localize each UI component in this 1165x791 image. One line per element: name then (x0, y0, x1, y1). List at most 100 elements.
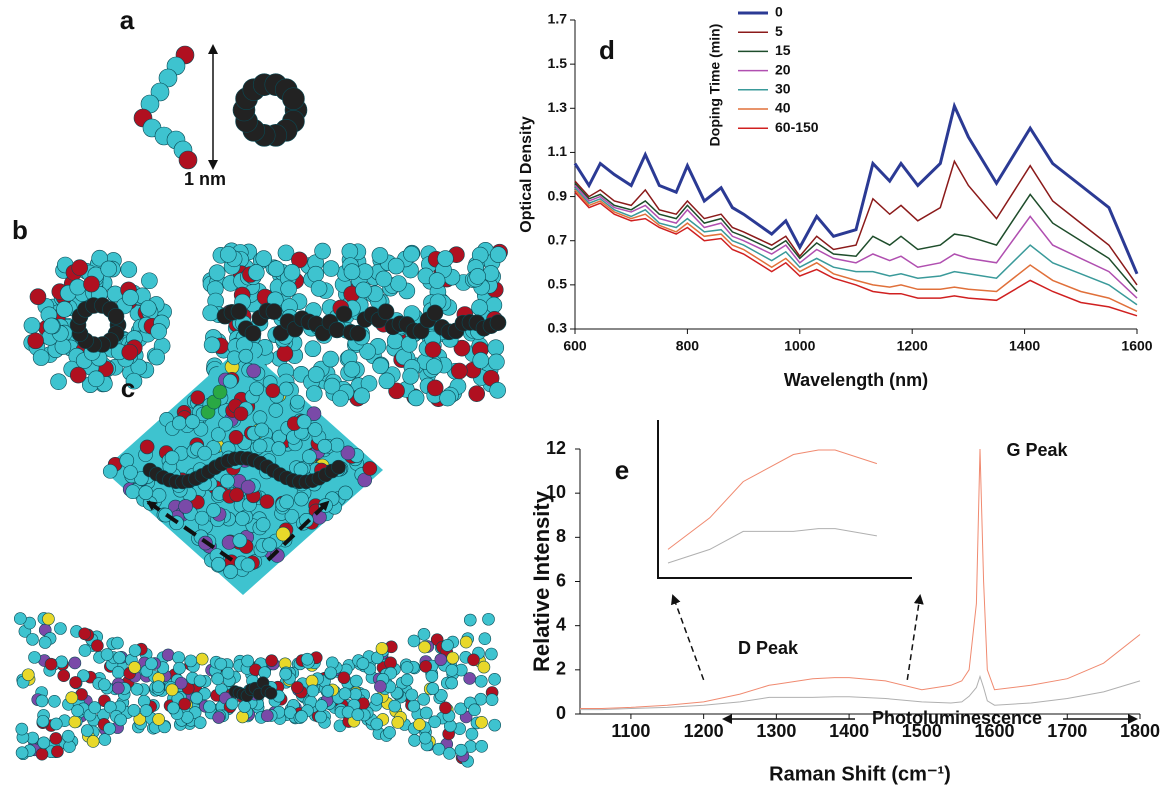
atom (238, 348, 254, 364)
atom (71, 704, 84, 718)
atom (190, 691, 203, 705)
x-tick-label: 1200 (897, 338, 928, 354)
atom (387, 257, 405, 275)
atom (21, 668, 35, 682)
y-tick-label: 10 (546, 482, 566, 502)
atom (103, 722, 116, 735)
inset-line (667, 528, 877, 564)
atom (454, 702, 467, 716)
legend-label: 20 (775, 61, 791, 77)
atom (130, 682, 144, 696)
panel-label: d (599, 35, 615, 65)
atom (212, 384, 228, 400)
atom (338, 485, 353, 501)
atom (465, 727, 479, 741)
atom (57, 669, 71, 683)
atom (418, 640, 431, 654)
atom (324, 666, 338, 680)
atom (424, 341, 442, 358)
atom (463, 672, 476, 685)
atom (195, 652, 209, 666)
atom (69, 278, 87, 296)
atom (68, 656, 82, 670)
atom (343, 361, 361, 378)
atom (407, 634, 421, 648)
atom (282, 87, 305, 111)
atom (184, 654, 198, 668)
atom (279, 667, 292, 681)
atom (139, 439, 155, 455)
atom (371, 247, 389, 264)
atom (23, 317, 41, 334)
atom (112, 666, 125, 679)
atom (145, 657, 158, 671)
atom (254, 422, 270, 438)
atom (475, 716, 488, 729)
atom (261, 709, 274, 723)
atom (35, 747, 49, 761)
atom (425, 358, 443, 375)
atom (485, 693, 499, 706)
atom (86, 735, 100, 748)
atom (211, 557, 226, 572)
atom (283, 264, 301, 281)
atom (102, 464, 118, 479)
atom (375, 270, 393, 288)
atom (138, 485, 154, 500)
atom (428, 715, 442, 729)
x-tick-label: 600 (563, 338, 587, 354)
atom (485, 647, 498, 661)
x-axis-title: Raman Shift (cm⁻¹) (769, 763, 951, 785)
atom (232, 533, 248, 548)
atom (69, 676, 82, 689)
x-tick-label: 1500 (902, 721, 942, 741)
y-axis-title: Relative Intensity (529, 490, 554, 672)
atom (315, 699, 328, 712)
atom (468, 703, 481, 717)
atom (301, 652, 314, 666)
atom (400, 661, 414, 674)
annotation: D Peak (738, 638, 799, 658)
atom (120, 261, 138, 278)
atom (425, 669, 439, 683)
y-axis-title: Optical Density (518, 116, 535, 233)
atom (190, 390, 206, 405)
atom (128, 644, 142, 657)
data-line (580, 674, 1141, 711)
atom (164, 450, 180, 466)
atom (463, 613, 477, 627)
atom (249, 381, 264, 397)
y-tick-label: 1.5 (548, 55, 568, 71)
atom (437, 250, 454, 267)
atom (61, 729, 75, 743)
atom (302, 449, 317, 464)
atom (26, 633, 39, 646)
atom (265, 383, 281, 399)
atom (193, 716, 207, 729)
atom (489, 246, 507, 263)
atom (173, 661, 186, 675)
atom (338, 687, 352, 701)
atom (125, 484, 141, 500)
atom (133, 712, 147, 726)
x-tick-label: 1000 (784, 338, 815, 354)
atom (223, 564, 238, 579)
atom (340, 445, 356, 461)
atom (275, 526, 291, 542)
atom (32, 349, 50, 366)
atom (35, 694, 49, 708)
inset-arrow (671, 594, 705, 681)
molecular-illustrations (13, 45, 508, 768)
atom (158, 507, 173, 523)
y-tick-label: 0 (556, 703, 566, 723)
atom (141, 272, 158, 290)
atom (335, 305, 353, 323)
atom (413, 718, 426, 731)
atom (71, 259, 89, 276)
atom (27, 332, 44, 350)
atom (221, 666, 235, 680)
atom (172, 415, 187, 431)
y-tick-label: 1.3 (548, 99, 568, 115)
atom (374, 680, 387, 693)
atom (42, 612, 55, 626)
